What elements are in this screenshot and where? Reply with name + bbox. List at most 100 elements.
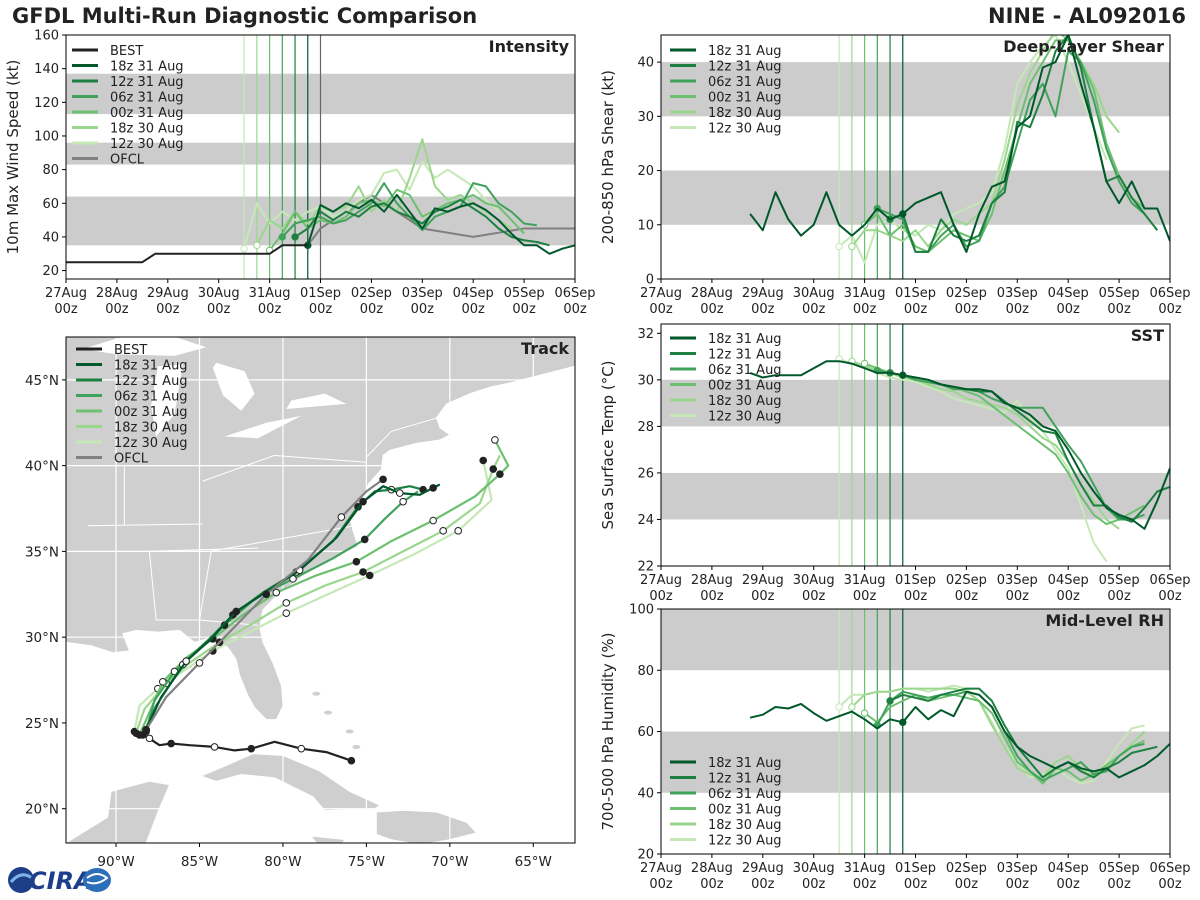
y-tick-label: 160 [34,29,59,44]
cira-globe-icon [8,867,34,893]
state-border [87,523,203,527]
y-tick-label: 140 [34,62,59,77]
lake [286,393,347,409]
x-tick-day-label: 28Aug [691,573,733,588]
lat-tick-label: 25°N [25,716,59,732]
x-tick-hour-label: 00z [1107,589,1131,604]
panel-sst: 22242628303227Aug00z28Aug00z29Aug00z30Au… [599,323,1191,604]
x-tick-day-label: 01Sep [300,286,341,301]
run-start-marker-3 [860,709,869,717]
state-border [148,551,200,621]
legend-label: 06z 31 Aug [708,363,782,378]
x-tick-hour-label: 00z [700,877,724,892]
x-tick-hour-label: 00z [853,877,877,892]
track-point-marker [489,465,498,473]
land-hispaniola [375,809,478,843]
run-series-line-0 [902,35,1170,253]
state-border [366,413,450,458]
legend-label: 12z 31 Aug [708,60,782,75]
x-tick-day-label: 03Sep [402,286,443,301]
axes-frame [65,336,576,844]
legend-label: 12z 30 Aug [708,834,782,849]
x-tick-day-label: 28Aug [691,861,733,876]
x-tick-day-label: 04Sep [1048,573,1089,588]
x-tick-hour-label: 00z [1057,589,1081,604]
y-axis-label: Sea Surface Temp (°C) [599,360,617,529]
run-series-line-0 [902,690,1170,779]
legend-label: 06z 31 Aug [708,75,782,90]
x-tick-day-label: 28Aug [96,286,138,301]
state-border [272,454,367,463]
y-tick-label: 40 [637,786,654,801]
y-tick-label: 20 [637,848,654,863]
best-series-line [749,191,904,237]
x-tick-hour-label: 00z [802,302,826,317]
track-point-marker [232,607,241,616]
land-north-america [66,337,575,720]
legend-label: 18z 31 Aug [110,60,184,75]
x-tick-day-label: 30Aug [198,286,240,301]
x-tick-hour-label: 00z [649,302,673,317]
x-tick-day-label: 06Sep [1149,573,1190,588]
legend-label: 12z 31 Aug [708,772,782,787]
legend-label: 12z 30 Aug [114,436,188,451]
land-yucatan [66,780,171,843]
legend-label: BEST [110,44,143,59]
run-series-line-0 [306,193,575,255]
legend-label: 06z 31 Aug [110,91,184,106]
best-series-line [749,702,904,730]
x-tick-day-label: 31Aug [844,286,886,301]
map-content [66,337,575,843]
x-tick-day-label: 02Sep [351,286,392,301]
x-tick-hour-label: 00z [1107,877,1131,892]
track-point-marker [359,568,367,576]
track-point-marker [395,489,404,497]
x-tick-hour-label: 00z [700,302,724,317]
legend-label: 18z 30 Aug [114,421,188,436]
x-tick-hour-label: 00z [105,302,129,317]
x-tick-hour-label: 00z [207,302,231,317]
x-tick-day-label: 01Sep [895,573,936,588]
x-tick-hour-label: 00z [649,877,673,892]
run-start-marker-1 [291,233,299,241]
land-bahamas-island [352,744,361,749]
y-tick-label: 80 [637,664,654,679]
x-tick-day-label: 04Sep [1048,861,1089,876]
x-tick-day-label: 05Sep [1099,286,1140,301]
y-tick-label: 28 [637,420,654,435]
track-run-line-3 [138,439,510,736]
legend-label: 12z 31 Aug [708,348,782,363]
lake [82,337,207,356]
legend-label: 18z 31 Aug [114,359,188,374]
x-tick-hour-label: 00z [904,877,928,892]
y-axis-label: 200-850 hPa Shear (kt) [599,70,617,244]
legend-label: 00z 31 Aug [110,106,184,121]
y-tick-label: 22 [637,560,654,575]
lat-tick-label: 30°N [25,630,59,646]
legend-label: 18z 30 Aug [708,106,782,121]
legend-label: 06z 31 Aug [708,787,782,802]
x-tick-day-label: 01Sep [895,286,936,301]
lon-tick-label: 85°W [181,854,218,870]
series-group [749,35,1170,264]
x-tick-day-label: 03Sep [997,573,1038,588]
track-point-marker [399,497,407,506]
track-run-line-0 [145,483,441,731]
track-point-marker [496,470,504,479]
track-point-marker [365,571,374,580]
x-tick-day-label: 31Aug [844,573,886,588]
x-tick-day-label: 30Aug [793,286,835,301]
legend-label: OFCL [114,452,149,467]
track-point-marker [182,657,190,665]
cira-swirl-icon [83,868,111,892]
x-tick-hour-label: 00z [751,302,775,317]
legend-label: 18z 31 Aug [708,756,782,771]
x-tick-hour-label: 00z [802,877,826,892]
y-tick-label: 30 [637,373,654,388]
lon-tick-label: 70°W [431,854,468,870]
x-tick-hour-label: 00z [1057,302,1081,317]
x-tick-hour-label: 00z [1057,877,1081,892]
track-point-marker [262,590,271,599]
x-tick-hour-label: 00z [258,302,282,317]
panel-title: Track [521,339,569,358]
